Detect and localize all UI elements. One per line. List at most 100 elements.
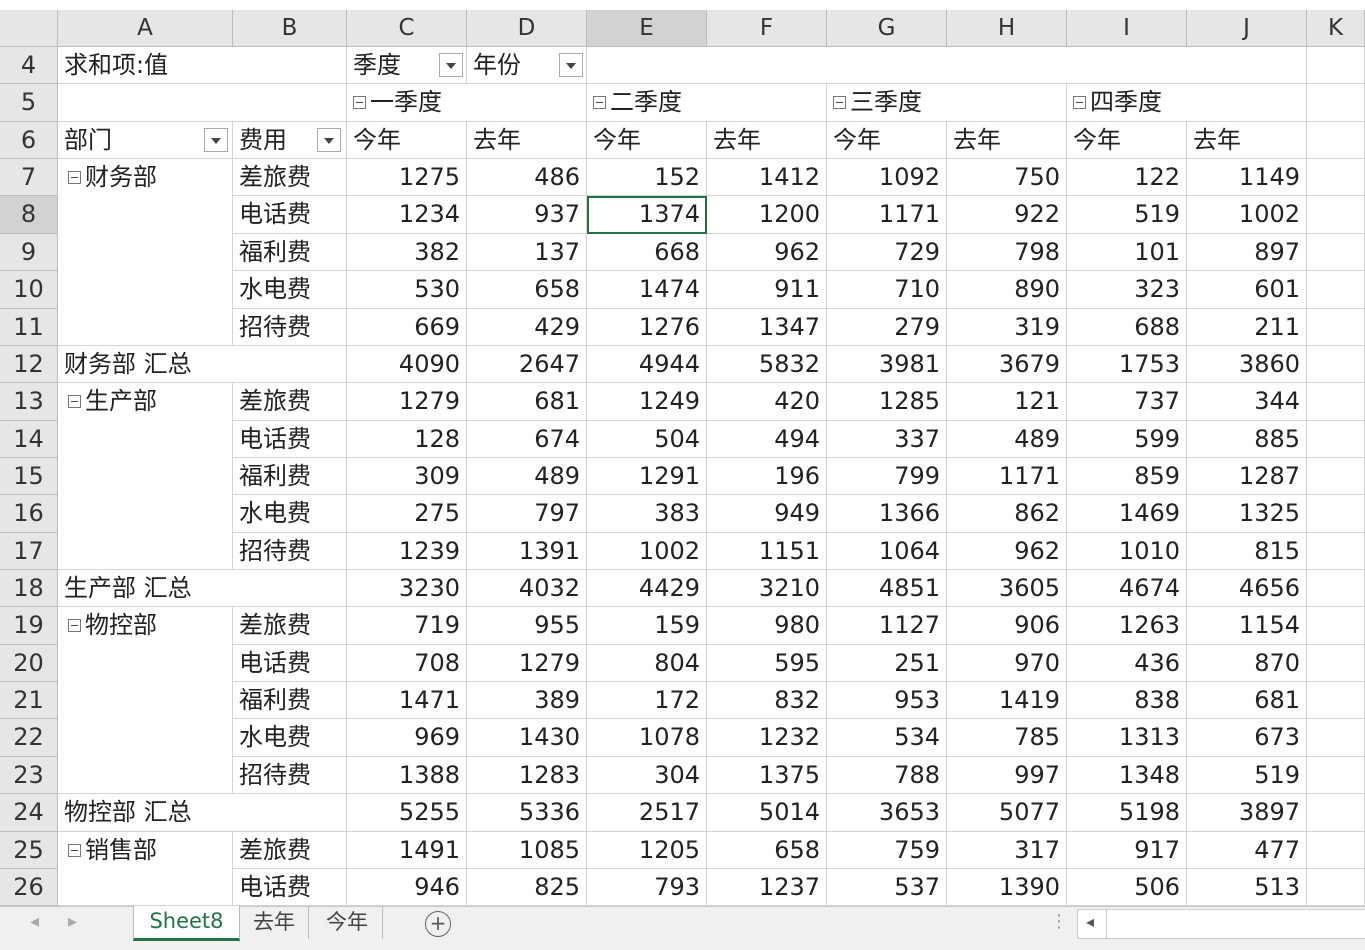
value-cell[interactable]: 1285 [827, 383, 947, 421]
value-cell[interactable]: 122 [1067, 159, 1187, 197]
value-cell[interactable]: 1085 [467, 831, 587, 869]
collapse-button[interactable] [68, 843, 81, 857]
filter-dropdown[interactable] [559, 53, 583, 77]
value-cell[interactable]: 1127 [827, 607, 947, 645]
value-cell[interactable]: 970 [947, 644, 1067, 683]
year-header[interactable]: 去年 [947, 121, 1067, 160]
value-cell[interactable]: 669 [347, 308, 467, 346]
value-cell[interactable]: 674 [467, 420, 587, 458]
total-cell[interactable]: 2647 [467, 345, 587, 384]
total-cell[interactable]: 5198 [1067, 794, 1187, 832]
value-cell[interactable]: 681 [1187, 682, 1307, 720]
value-cell[interactable]: 486 [467, 159, 587, 197]
column-header[interactable]: K [1307, 10, 1365, 47]
value-cell[interactable]: 797 [467, 495, 587, 533]
value-cell[interactable]: 1469 [1067, 495, 1187, 533]
empty-cell[interactable] [1307, 159, 1365, 197]
collapse-button[interactable] [68, 619, 81, 633]
value-cell[interactable]: 658 [467, 271, 587, 309]
value-cell[interactable]: 870 [1187, 644, 1307, 683]
row-header[interactable]: 11 [0, 308, 58, 346]
group-label[interactable]: 生产部 [58, 383, 233, 571]
item-label[interactable]: 电话费 [233, 644, 347, 683]
value-cell[interactable]: 319 [947, 308, 1067, 346]
value-cell[interactable]: 251 [827, 644, 947, 683]
value-cell[interactable]: 1388 [347, 756, 467, 795]
total-cell[interactable]: 3230 [347, 570, 467, 608]
row-header[interactable]: 14 [0, 420, 58, 458]
value-cell[interactable]: 599 [1067, 420, 1187, 458]
value-cell[interactable]: 804 [587, 644, 707, 683]
value-cell[interactable]: 1366 [827, 495, 947, 533]
value-cell[interactable]: 323 [1067, 271, 1187, 309]
row-header[interactable]: 26 [0, 868, 58, 907]
item-label[interactable]: 招待费 [233, 532, 347, 571]
value-cell[interactable]: 825 [467, 868, 587, 907]
value-cell[interactable]: 1171 [947, 457, 1067, 496]
item-label[interactable]: 水电费 [233, 495, 347, 533]
row-header[interactable]: 5 [0, 84, 58, 122]
value-cell[interactable]: 489 [947, 420, 1067, 458]
sheet-tab[interactable]: Sheet8 [133, 906, 240, 941]
total-cell[interactable]: 2517 [587, 794, 707, 832]
value-cell[interactable]: 673 [1187, 719, 1307, 757]
value-cell[interactable]: 785 [947, 719, 1067, 757]
item-label[interactable]: 招待费 [233, 308, 347, 346]
item-label[interactable]: 水电费 [233, 719, 347, 757]
row-field[interactable]: 费用 [233, 121, 347, 160]
group-label[interactable]: 销售部 [58, 831, 233, 907]
empty-cell[interactable] [1307, 308, 1365, 346]
row-header[interactable]: 19 [0, 607, 58, 645]
value-cell[interactable]: 911 [707, 271, 827, 309]
value-cell[interactable]: 681 [467, 383, 587, 421]
value-cell[interactable]: 504 [587, 420, 707, 458]
value-cell[interactable]: 489 [467, 457, 587, 496]
value-cell[interactable]: 1279 [347, 383, 467, 421]
value-cell[interactable]: 759 [827, 831, 947, 869]
row-header[interactable]: 13 [0, 383, 58, 421]
empty-cell[interactable] [587, 47, 1307, 85]
total-cell[interactable]: 3897 [1187, 794, 1307, 832]
total-cell[interactable]: 5077 [947, 794, 1067, 832]
value-cell[interactable]: 1474 [587, 271, 707, 309]
empty-cell[interactable] [1307, 233, 1365, 272]
value-cell[interactable]: 1325 [1187, 495, 1307, 533]
item-label[interactable]: 电话费 [233, 868, 347, 907]
value-cell[interactable]: 949 [707, 495, 827, 533]
value-cell[interactable]: 513 [1187, 868, 1307, 907]
column-field[interactable]: 季度 [347, 47, 467, 85]
year-header[interactable]: 今年 [827, 121, 947, 160]
value-cell[interactable]: 519 [1187, 756, 1307, 795]
value-cell[interactable]: 658 [707, 831, 827, 869]
row-header[interactable]: 23 [0, 756, 58, 795]
total-cell[interactable]: 4429 [587, 570, 707, 608]
value-cell[interactable]: 1471 [347, 682, 467, 720]
scroll-left[interactable]: ◂ [30, 911, 40, 932]
value-cell[interactable]: 1200 [707, 196, 827, 234]
empty-cell[interactable] [1307, 682, 1365, 720]
value-cell[interactable]: 389 [467, 682, 587, 720]
quarter-header[interactable]: 三季度 [827, 84, 1067, 122]
filter-dropdown[interactable] [317, 127, 341, 152]
quarter-header[interactable]: 二季度 [587, 84, 827, 122]
empty-cell[interactable] [1307, 383, 1365, 421]
total-cell[interactable]: 3679 [947, 345, 1067, 384]
column-header[interactable]: A [58, 10, 233, 47]
value-cell[interactable]: 906 [947, 607, 1067, 645]
total-cell[interactable]: 4090 [347, 345, 467, 384]
empty-cell[interactable] [1307, 420, 1365, 458]
value-cell[interactable]: 172 [587, 682, 707, 720]
row-header[interactable]: 6 [0, 121, 58, 160]
value-cell[interactable]: 1078 [587, 719, 707, 757]
value-cell[interactable]: 1263 [1067, 607, 1187, 645]
value-cell[interactable]: 1249 [587, 383, 707, 421]
value-cell[interactable]: 1234 [347, 196, 467, 234]
year-header[interactable]: 今年 [587, 121, 707, 160]
value-cell[interactable]: 1375 [707, 756, 827, 795]
year-header[interactable]: 去年 [467, 121, 587, 160]
empty-cell[interactable] [1307, 495, 1365, 533]
column-header[interactable]: B [233, 10, 347, 47]
value-cell[interactable]: 152 [587, 159, 707, 197]
value-cell[interactable]: 383 [587, 495, 707, 533]
filter-dropdown[interactable] [439, 53, 463, 77]
